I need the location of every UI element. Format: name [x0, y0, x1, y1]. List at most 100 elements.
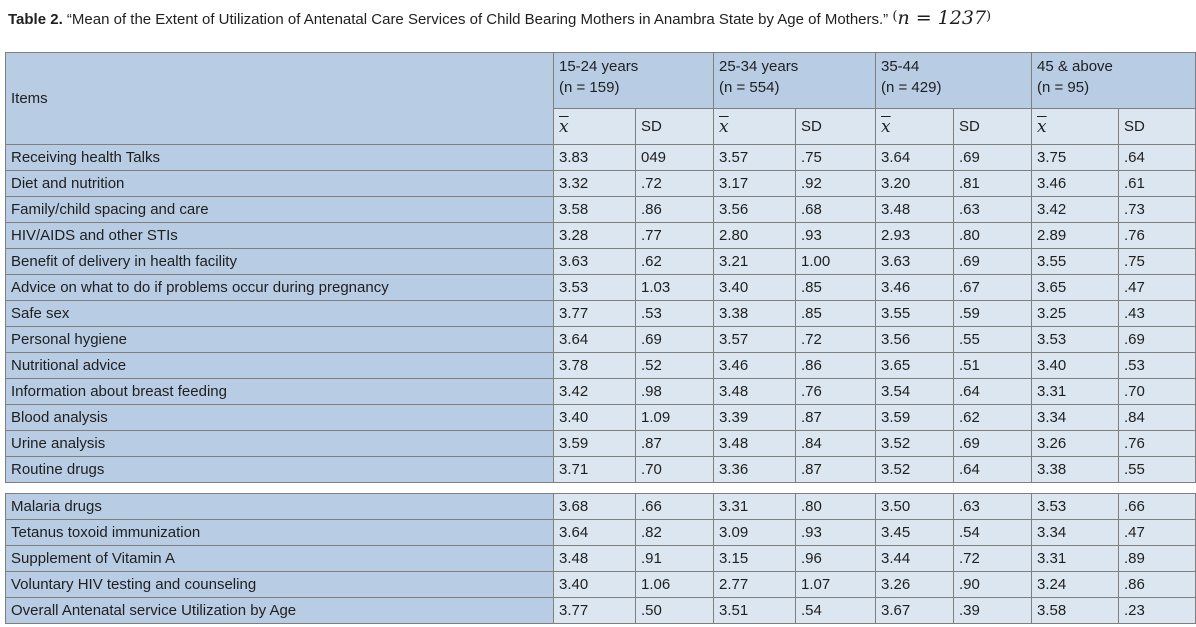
sd-value: .53: [1118, 352, 1196, 379]
mean-value: 3.63: [553, 248, 636, 275]
mean-value: 3.46: [875, 274, 954, 301]
sd-value: .91: [635, 545, 714, 572]
mean-value: 3.71: [553, 456, 636, 483]
sd-value: .69: [953, 430, 1032, 457]
mean-value: 3.64: [875, 144, 954, 171]
sd-value: 1.06: [635, 571, 714, 598]
age-group-header-25-34: 25-34 years (n = 554): [713, 52, 876, 109]
sd-value: .96: [795, 545, 876, 572]
main-table-block1: Items 15-24 years (n = 159) 25-34 years …: [5, 52, 1196, 483]
table-header: Items 15-24 years (n = 159) 25-34 years …: [5, 52, 1196, 145]
sd-value: .68: [795, 196, 876, 223]
table-row: Benefit of delivery in health facility 3.…: [5, 248, 1196, 275]
sd-value: .72: [795, 326, 876, 353]
item-label: Nutritional advice: [5, 352, 554, 379]
sd-value: .64: [953, 378, 1032, 405]
table-row: Malaria drugs 3.68.66 3.31.80 3.50.63 3.53.6…: [5, 493, 1196, 520]
table-row: Routine drugs 3.71.70 3.36.87 3.52.64 3.38.5…: [5, 456, 1196, 483]
mean-value: 3.28: [553, 222, 636, 249]
mean-value: 3.45: [875, 519, 954, 546]
main-table-block2: Malaria drugs 3.68.66 3.31.80 3.50.63 3.53.6…: [5, 493, 1196, 624]
mean-value: 2.80: [713, 222, 796, 249]
mean-value: 3.57: [713, 144, 796, 171]
sd-value: .63: [953, 493, 1032, 520]
sd-value: .72: [635, 170, 714, 197]
sd-value: .90: [953, 571, 1032, 598]
sd-value: .76: [1118, 222, 1196, 249]
sd-value: .76: [1118, 430, 1196, 457]
sd-value: .64: [953, 456, 1032, 483]
sd-value: .47: [1118, 274, 1196, 301]
table-row: Diet and nutrition 3.32.72 3.17.92 3.20.81 3…: [5, 170, 1196, 197]
age-group-n: (n = 159): [559, 79, 620, 96]
sd-column-header: SD: [795, 108, 876, 145]
mean-value: 3.68: [553, 493, 636, 520]
mean-value: 3.26: [875, 571, 954, 598]
mean-value: 3.40: [713, 274, 796, 301]
mean-value: 3.20: [875, 170, 954, 197]
sd-value: .47: [1118, 519, 1196, 546]
sd-value: .93: [795, 222, 876, 249]
mean-value: 3.67: [875, 597, 954, 624]
mean-value: 3.52: [875, 456, 954, 483]
item-label: Information about breast feeding: [5, 378, 554, 405]
sd-value: .53: [635, 300, 714, 327]
item-label: Benefit of delivery in health facility: [5, 248, 554, 275]
table-body-services: Receiving health Talks 3.83 049 3.57.75 3.64…: [5, 144, 1196, 483]
mean-value: 3.39: [713, 404, 796, 431]
sd-value: .92: [795, 170, 876, 197]
table-row: Blood analysis 3.40 1.09 3.39.87 3.59.62 3.34…: [5, 404, 1196, 431]
age-group-label: 45 & above: [1037, 58, 1113, 75]
mean-value: 3.32: [553, 170, 636, 197]
sd-value: .61: [1118, 170, 1196, 197]
table-body-drugs-summary: Malaria drugs 3.68.66 3.31.80 3.50.63 3.53.6…: [5, 493, 1196, 624]
mean-value: 3.59: [875, 404, 954, 431]
item-label: Blood analysis: [5, 404, 554, 431]
block-separator: [5, 483, 1191, 493]
age-group-label: 25-34 years: [719, 58, 799, 75]
sd-value: .23: [1118, 597, 1196, 624]
utilization-table: Items 15-24 years (n = 159) 25-34 years …: [5, 52, 1196, 624]
item-label: Supplement of Vitamin A: [5, 545, 554, 572]
sd-value: .87: [635, 430, 714, 457]
mean-value: 3.38: [1031, 456, 1119, 483]
age-group-header-35-44: 35-44 (n = 429): [875, 52, 1032, 109]
mean-value: 3.58: [1031, 597, 1119, 624]
mean-value: 3.65: [1031, 274, 1119, 301]
sd-value: .55: [953, 326, 1032, 353]
mean-value: 3.48: [713, 430, 796, 457]
sd-value: .81: [953, 170, 1032, 197]
item-label: Urine analysis: [5, 430, 554, 457]
item-label: Voluntary HIV testing and counseling: [5, 571, 554, 598]
mean-value: 3.56: [875, 326, 954, 353]
sd-value: .59: [953, 300, 1032, 327]
mean-value: 3.26: [1031, 430, 1119, 457]
mean-value: 2.77: [713, 571, 796, 598]
mean-value: 3.52: [875, 430, 954, 457]
sd-value: .84: [795, 430, 876, 457]
mean-value: 3.31: [1031, 378, 1119, 405]
age-group-n: (n = 95): [1037, 79, 1090, 96]
sd-column-header: SD: [953, 108, 1032, 145]
item-label: Tetanus toxoid immunization: [5, 519, 554, 546]
table-row: Safe sex 3.77.53 3.38.85 3.55.59 3.25.43: [5, 300, 1196, 327]
item-label: Personal hygiene: [5, 326, 554, 353]
sd-value: .93: [795, 519, 876, 546]
mean-value: 3.25: [1031, 300, 1119, 327]
mean-value: 3.48: [875, 196, 954, 223]
sd-value: .62: [635, 248, 714, 275]
mean-value: 3.78: [553, 352, 636, 379]
age-group-label: 35-44: [881, 58, 920, 75]
sd-value: .98: [635, 378, 714, 405]
item-label: Malaria drugs: [5, 493, 554, 520]
sd-value: .75: [1118, 248, 1196, 275]
table-row: Advice on what to do if problems occur d…: [5, 274, 1196, 301]
sd-value: .54: [795, 597, 876, 624]
sd-value: .63: [953, 196, 1032, 223]
mean-value: 3.38: [713, 300, 796, 327]
sd-column-header: SD: [635, 108, 714, 145]
age-group-header-45-above: 45 & above (n = 95): [1031, 52, 1196, 109]
table-caption: Table 2. “Mean of the Extent of Utilizat…: [0, 0, 1196, 30]
mean-value: 3.34: [1031, 519, 1119, 546]
